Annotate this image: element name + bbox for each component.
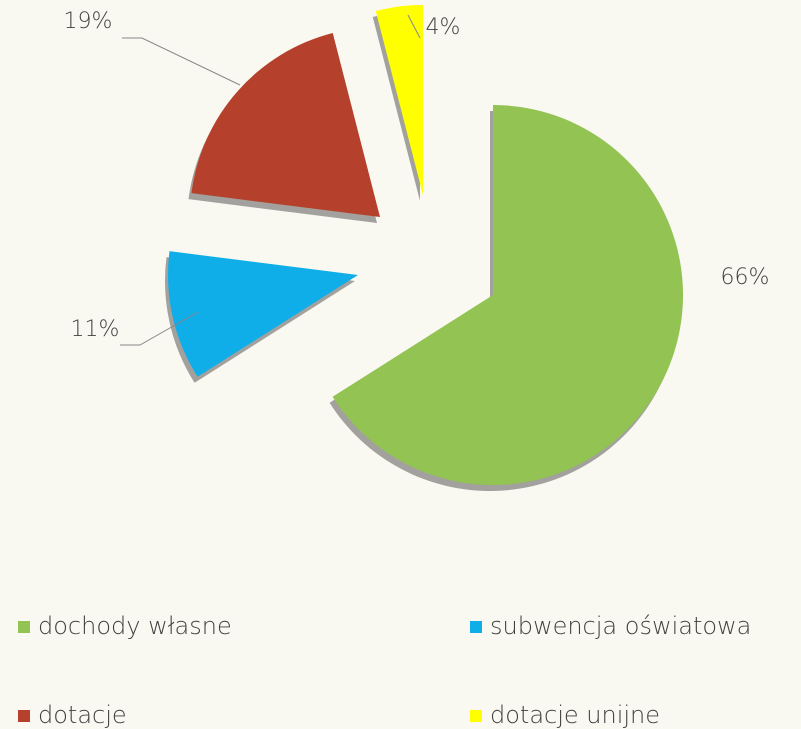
pie-slice <box>375 5 423 195</box>
legend-label: dochody własne <box>38 612 232 640</box>
leader-line <box>120 311 199 346</box>
data-label: 66% <box>721 265 770 290</box>
leader-line <box>407 14 421 39</box>
legend-label: dotacje <box>38 701 127 729</box>
data-label: 19% <box>64 9 113 34</box>
legend-swatch <box>18 621 30 633</box>
legend-swatch <box>470 621 482 633</box>
legend-label: dotacje unijne <box>490 701 660 729</box>
data-label: 11% <box>71 317 120 342</box>
legend-swatch <box>470 710 482 722</box>
leader-line <box>122 37 241 86</box>
pie-slice <box>168 251 358 377</box>
legend-label: subwencja oświatowa <box>490 612 751 640</box>
pie-slice <box>332 105 683 486</box>
pie-slice <box>191 32 380 217</box>
legend-swatch <box>18 710 30 722</box>
data-label: 4% <box>426 15 461 40</box>
